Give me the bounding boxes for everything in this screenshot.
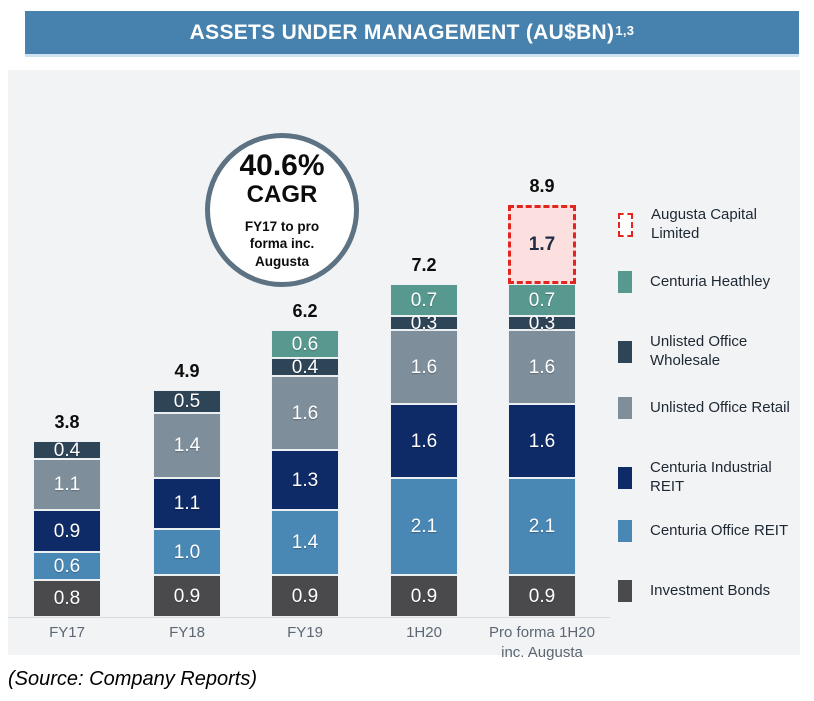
segment-unlisted-office-retail: 1.4 bbox=[153, 413, 221, 478]
x-axis-line bbox=[8, 617, 610, 618]
bar-total-label: 4.9 bbox=[174, 361, 200, 381]
legend: Augusta Capital Limited Centuria Heathley… bbox=[618, 70, 800, 655]
segment-centuria-industrial-reit: 1.1 bbox=[153, 478, 221, 529]
legend-swatch-icon bbox=[618, 580, 632, 602]
x-axis-label-1h20: 1H20 bbox=[406, 624, 442, 641]
legend-swatch-icon bbox=[618, 340, 632, 363]
source-note: (Source: Company Reports) bbox=[8, 668, 257, 690]
bar-fy19: 6.2 0.6 0.4 1.6 1.3 1.4 0.9 bbox=[271, 301, 339, 617]
segment-centuria-heathley: 0.6 bbox=[271, 330, 339, 358]
legend-item-centuria-industrial-reit: Centuria Industrial REIT bbox=[618, 459, 800, 497]
bar-total-label: 6.2 bbox=[292, 301, 318, 321]
segment-centuria-office-reit: 1.0 bbox=[153, 529, 221, 575]
segment-centuria-industrial-reit: 1.6 bbox=[508, 404, 576, 478]
bar-total-label: 7.2 bbox=[411, 255, 437, 275]
segment-centuria-industrial-reit: 0.9 bbox=[33, 510, 101, 552]
bar-1h20: 7.2 0.7 0.3 1.6 1.6 2.1 0.9 bbox=[390, 255, 458, 617]
legend-swatch-icon bbox=[618, 520, 632, 542]
segment-centuria-office-reit: 1.4 bbox=[271, 510, 339, 575]
segment-centuria-office-reit: 2.1 bbox=[390, 478, 458, 575]
legend-swatch-icon bbox=[618, 397, 632, 419]
segment-augusta-capital-limited: 1.7 bbox=[508, 205, 576, 284]
segment-centuria-industrial-reit: 1.6 bbox=[390, 404, 458, 478]
segment-unlisted-office-wholesale: 0.3 bbox=[508, 314, 576, 333]
legend-swatch-icon bbox=[618, 466, 632, 489]
legend-item-unlisted-office: Unlisted Office Wholesale bbox=[618, 333, 747, 371]
segment-investment-bonds: 0.9 bbox=[271, 575, 339, 617]
chart-title-banner: ASSETS UNDER MANAGEMENT (AU$BN) 1,3 bbox=[25, 11, 799, 57]
segment-centuria-office-reit: 2.1 bbox=[508, 478, 576, 575]
bar-stack: 0.6 0.4 1.6 1.3 1.4 0.9 bbox=[271, 330, 339, 617]
legend-label: Augusta Capital Limited bbox=[651, 206, 757, 242]
x-axis-label-pro-forma-1h20: Pro forma 1H20 inc. Augusta bbox=[489, 624, 595, 661]
segment-unlisted-office-retail: 1.6 bbox=[508, 330, 576, 404]
x-axis-label-fy17: FY17 bbox=[49, 624, 85, 641]
segment-centuria-office-reit: 0.6 bbox=[33, 552, 101, 580]
legend-item-unlisted-office-retail: Unlisted Office Retail bbox=[618, 397, 790, 419]
legend-label: Unlisted Office Wholesale bbox=[650, 333, 748, 369]
cagr-circle-badge: 40.6% CAGR FY17 to pro forma inc. August… bbox=[205, 133, 359, 287]
cagr-value: 40.6% bbox=[239, 148, 325, 182]
legend-item-investment-bonds: Investment Bonds bbox=[618, 580, 770, 602]
segment-unlisted-office-wholesale: 0.5 bbox=[153, 390, 221, 413]
segment-unlisted-office-retail: 1.6 bbox=[271, 376, 339, 450]
legend-item-centuria-office-reit: Centuria Office REIT bbox=[618, 520, 788, 542]
legend-label: Unlisted Office Retail bbox=[650, 398, 790, 416]
segment-unlisted-office-retail: 1.1 bbox=[33, 459, 101, 510]
chart-title: ASSETS UNDER MANAGEMENT (AU$BN) bbox=[189, 20, 615, 44]
segment-investment-bonds: 0.9 bbox=[508, 575, 576, 617]
legend-item-centuria-heathley: Centuria Heathley bbox=[618, 271, 770, 293]
legend-swatch-icon bbox=[618, 212, 633, 237]
cagr-label: CAGR bbox=[246, 181, 318, 209]
legend-item-augusta-capital-limited: Augusta Capital Limited bbox=[618, 206, 800, 244]
legend-swatch-icon bbox=[618, 271, 632, 293]
legend-label: Investment Bonds bbox=[650, 581, 771, 599]
segment-investment-bonds: 0.9 bbox=[153, 575, 221, 617]
bar-pro-forma-1h20: 8.9 1.7 0.7 0.3 1.6 1.6 2.1 0.9 bbox=[508, 176, 576, 617]
bar-stack: 0.4 1.1 0.9 0.6 0.8 bbox=[33, 441, 101, 617]
segment-centuria-industrial-reit: 1.3 bbox=[271, 450, 339, 510]
bar-total-label: 8.9 bbox=[529, 176, 555, 196]
bar-fy18: 4.9 0.5 1.4 1.1 1.0 0.9 bbox=[153, 361, 221, 617]
bar-stack: 0.7 0.3 1.6 1.6 2.1 0.9 bbox=[390, 284, 458, 617]
legend-label: Centuria Industrial REIT bbox=[650, 459, 772, 495]
bar-total-label: 3.8 bbox=[54, 412, 80, 432]
chart-panel: 40.6% CAGR FY17 to pro forma inc. August… bbox=[8, 70, 800, 661]
segment-unlisted-office-wholesale: 0.4 bbox=[271, 358, 339, 377]
x-axis-label-fy18: FY18 bbox=[169, 624, 205, 641]
bar-fy17: 3.8 0.4 1.1 0.9 0.6 0.8 bbox=[33, 412, 101, 617]
segment-unlisted-office-retail: 1.6 bbox=[390, 330, 458, 404]
bar-stack: 0.5 1.4 1.1 1.0 0.9 bbox=[153, 390, 221, 617]
segment-unlisted-office-wholesale: 0.3 bbox=[390, 314, 458, 333]
legend-label: Centuria Office REIT bbox=[650, 521, 789, 539]
segment-investment-bonds: 0.8 bbox=[33, 580, 101, 617]
legend-label: Centuria Heathley bbox=[650, 272, 771, 290]
chart-title-superscript: 1,3 bbox=[615, 23, 635, 38]
x-axis-label-fy19: FY19 bbox=[287, 624, 323, 641]
cagr-note: FY17 to pro forma inc. Augusta bbox=[244, 218, 320, 269]
segment-centuria-heathley: 0.7 bbox=[508, 284, 576, 316]
segment-unlisted-office-wholesale: 0.4 bbox=[33, 441, 101, 460]
segment-investment-bonds: 0.9 bbox=[390, 575, 458, 617]
segment-centuria-heathley: 0.7 bbox=[390, 284, 458, 316]
bar-stack: 1.7 0.7 0.3 1.6 1.6 2.1 0.9 bbox=[508, 205, 576, 617]
